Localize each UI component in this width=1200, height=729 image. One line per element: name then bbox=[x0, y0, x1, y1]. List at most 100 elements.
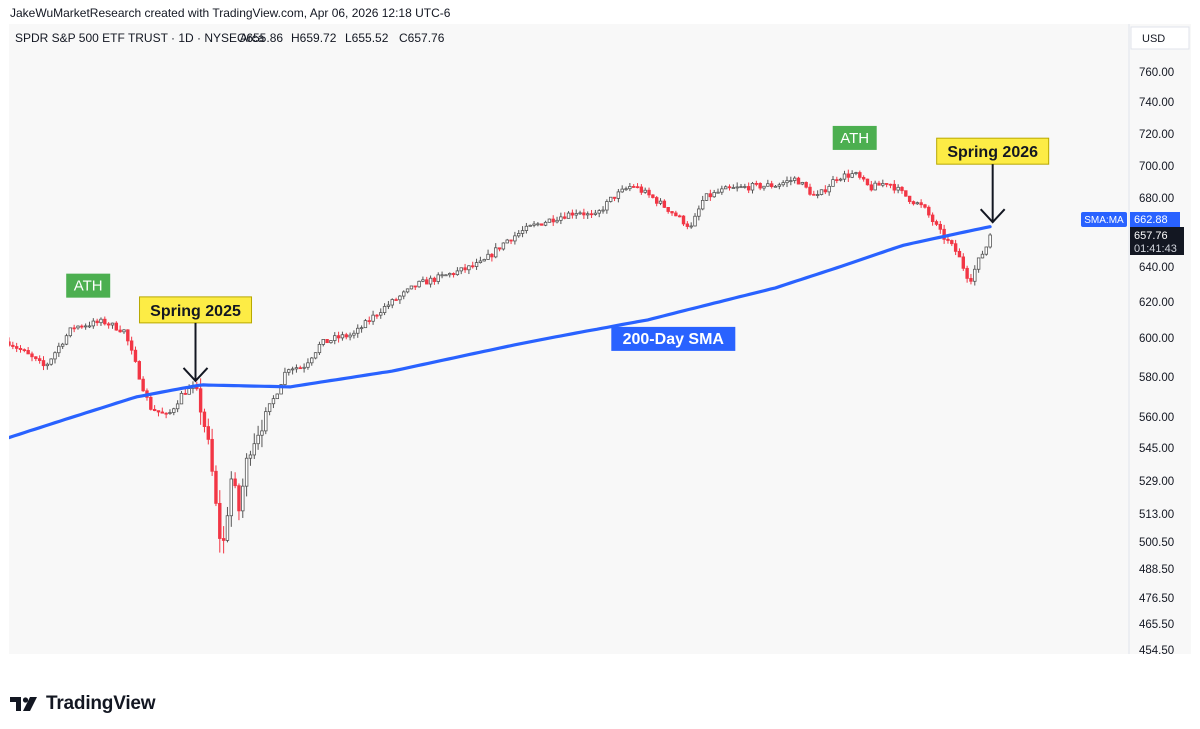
candle-body bbox=[168, 412, 172, 414]
candle-body bbox=[574, 213, 578, 216]
y-tick-label: 740.00 bbox=[1139, 97, 1174, 109]
candle-body bbox=[490, 253, 494, 258]
candle-body bbox=[49, 358, 53, 365]
currency-label: USD bbox=[1142, 33, 1165, 45]
candle-body bbox=[363, 320, 368, 329]
y-axis: 760.00740.00720.00700.00680.00660.00640.… bbox=[1139, 67, 1174, 654]
candle-body bbox=[444, 274, 448, 277]
candle-body bbox=[379, 312, 383, 316]
candle-body bbox=[64, 335, 69, 345]
candle-body bbox=[689, 225, 693, 228]
candle-body bbox=[451, 273, 456, 276]
candle-body bbox=[271, 398, 276, 405]
candle-body bbox=[540, 223, 544, 226]
candle-body bbox=[22, 349, 27, 352]
candle-body bbox=[37, 358, 42, 361]
candle-body bbox=[589, 213, 594, 216]
candle-body bbox=[129, 340, 134, 351]
y-tick-label: 700.00 bbox=[1139, 161, 1174, 173]
sma-value-badge: 662.88 bbox=[1134, 214, 1168, 226]
candle-body bbox=[934, 221, 939, 225]
footer-brand[interactable]: TradingView bbox=[10, 690, 156, 718]
chart-frame[interactable]: SPDR S&P 500 ETF TRUST · 1D · NYSE Arca … bbox=[9, 24, 1191, 654]
candle-body bbox=[513, 235, 517, 242]
candle-body bbox=[919, 202, 923, 206]
candle-body bbox=[597, 210, 601, 214]
candle-body bbox=[892, 183, 897, 191]
candle-body bbox=[693, 215, 697, 227]
candle-body bbox=[681, 215, 686, 225]
candle-body bbox=[160, 411, 164, 414]
candle-body bbox=[53, 352, 57, 360]
candle-body bbox=[923, 204, 927, 208]
candle-body bbox=[666, 207, 670, 212]
candle-body bbox=[80, 325, 84, 328]
price-chart[interactable]: SPDR S&P 500 ETF TRUST · 1D · NYSE Arca … bbox=[9, 24, 1191, 654]
currency-box[interactable] bbox=[1130, 26, 1190, 50]
y-tick-label: 454.50 bbox=[1139, 645, 1174, 654]
candle-body bbox=[279, 384, 283, 395]
candle-body bbox=[861, 176, 866, 180]
sma-name-label: 200-Day SMA bbox=[623, 331, 725, 348]
candle-body bbox=[973, 268, 977, 282]
candle-body bbox=[333, 335, 337, 341]
candle-body bbox=[256, 434, 260, 445]
candle-body bbox=[402, 291, 406, 297]
candle-body bbox=[712, 192, 716, 198]
candle-body bbox=[225, 515, 230, 541]
candle-body bbox=[110, 322, 115, 326]
candle-body bbox=[137, 361, 142, 380]
legend-close: C657.76 bbox=[399, 31, 445, 45]
candle-body bbox=[601, 209, 605, 212]
candle-body bbox=[570, 212, 575, 216]
candle-body bbox=[900, 186, 904, 192]
candle-body bbox=[398, 295, 402, 301]
ath-label: ATH bbox=[74, 278, 103, 295]
candle-body bbox=[455, 270, 460, 276]
candle-body bbox=[904, 190, 908, 197]
candle-body bbox=[907, 195, 912, 202]
candle-body bbox=[417, 280, 421, 288]
candle-body bbox=[141, 378, 145, 392]
candle-body bbox=[60, 343, 65, 347]
candle-body bbox=[126, 329, 130, 342]
y-tick-label: 560.00 bbox=[1139, 412, 1174, 424]
candle-body bbox=[609, 196, 613, 202]
candle-body bbox=[264, 411, 268, 432]
candle-body bbox=[87, 325, 92, 328]
ath-label-bg bbox=[66, 273, 111, 298]
y-tick-label: 640.00 bbox=[1139, 262, 1174, 274]
candle-body bbox=[976, 257, 981, 270]
candle-body bbox=[593, 212, 598, 215]
candle-body bbox=[800, 182, 805, 185]
candle-body bbox=[478, 260, 483, 264]
candles bbox=[9, 169, 992, 554]
price-value-badge: 657.76 bbox=[1134, 230, 1168, 242]
candle-body bbox=[413, 285, 417, 288]
spring-label-bg bbox=[936, 137, 1050, 165]
candle-body bbox=[854, 172, 858, 174]
candle-body bbox=[555, 219, 559, 223]
candle-body bbox=[187, 388, 191, 395]
candle-body bbox=[382, 306, 387, 314]
candle-body bbox=[658, 200, 663, 204]
candle-body bbox=[785, 180, 789, 184]
sma-name-label-bg bbox=[611, 326, 736, 351]
candle-body bbox=[317, 344, 322, 354]
candle-body bbox=[670, 211, 674, 214]
candle-body bbox=[425, 279, 429, 285]
candle-body bbox=[628, 186, 632, 190]
candle-body bbox=[804, 182, 808, 188]
legend-high: H659.72 bbox=[291, 31, 337, 45]
candle-body bbox=[482, 259, 486, 262]
candle-body bbox=[750, 182, 755, 191]
candle-body bbox=[214, 470, 218, 504]
candle-body bbox=[72, 327, 76, 330]
candle-body bbox=[938, 223, 942, 230]
candle-body bbox=[677, 215, 682, 218]
candle-body bbox=[927, 206, 931, 216]
candle-body bbox=[76, 325, 80, 329]
candle-body bbox=[536, 223, 540, 226]
spring-label-bg bbox=[139, 296, 253, 324]
sma-label-badge-bg bbox=[1081, 212, 1127, 227]
